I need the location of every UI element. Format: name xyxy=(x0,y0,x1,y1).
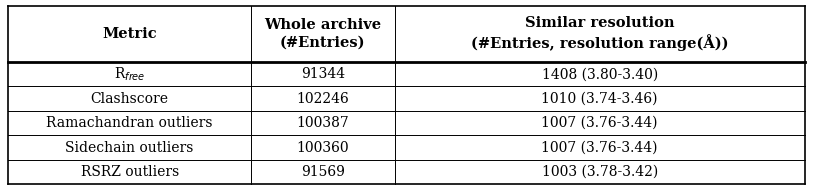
Text: Clashscore: Clashscore xyxy=(90,92,168,106)
Text: 91344: 91344 xyxy=(301,67,345,81)
Text: 1010 (3.74-3.46): 1010 (3.74-3.46) xyxy=(541,92,658,106)
Text: 100387: 100387 xyxy=(297,116,350,130)
Text: 1408 (3.80-3.40): 1408 (3.80-3.40) xyxy=(541,67,658,81)
Text: Similar resolution
(#Entries, resolution range(Å)): Similar resolution (#Entries, resolution… xyxy=(471,16,728,51)
Text: Whole archive
(#Entries): Whole archive (#Entries) xyxy=(264,18,381,49)
Text: Metric: Metric xyxy=(102,27,157,41)
Text: Ramachandran outliers: Ramachandran outliers xyxy=(46,116,213,130)
Text: 1007 (3.76-3.44): 1007 (3.76-3.44) xyxy=(541,116,658,130)
Text: Sidechain outliers: Sidechain outliers xyxy=(65,141,193,155)
Text: 100360: 100360 xyxy=(297,141,349,155)
Text: 91569: 91569 xyxy=(301,165,345,179)
Text: 1007 (3.76-3.44): 1007 (3.76-3.44) xyxy=(541,141,658,155)
Text: RSRZ outliers: RSRZ outliers xyxy=(80,165,179,179)
Text: 1003 (3.78-3.42): 1003 (3.78-3.42) xyxy=(541,165,658,179)
Text: 102246: 102246 xyxy=(297,92,350,106)
Text: R$_{\mathit{free}}$: R$_{\mathit{free}}$ xyxy=(114,66,146,83)
